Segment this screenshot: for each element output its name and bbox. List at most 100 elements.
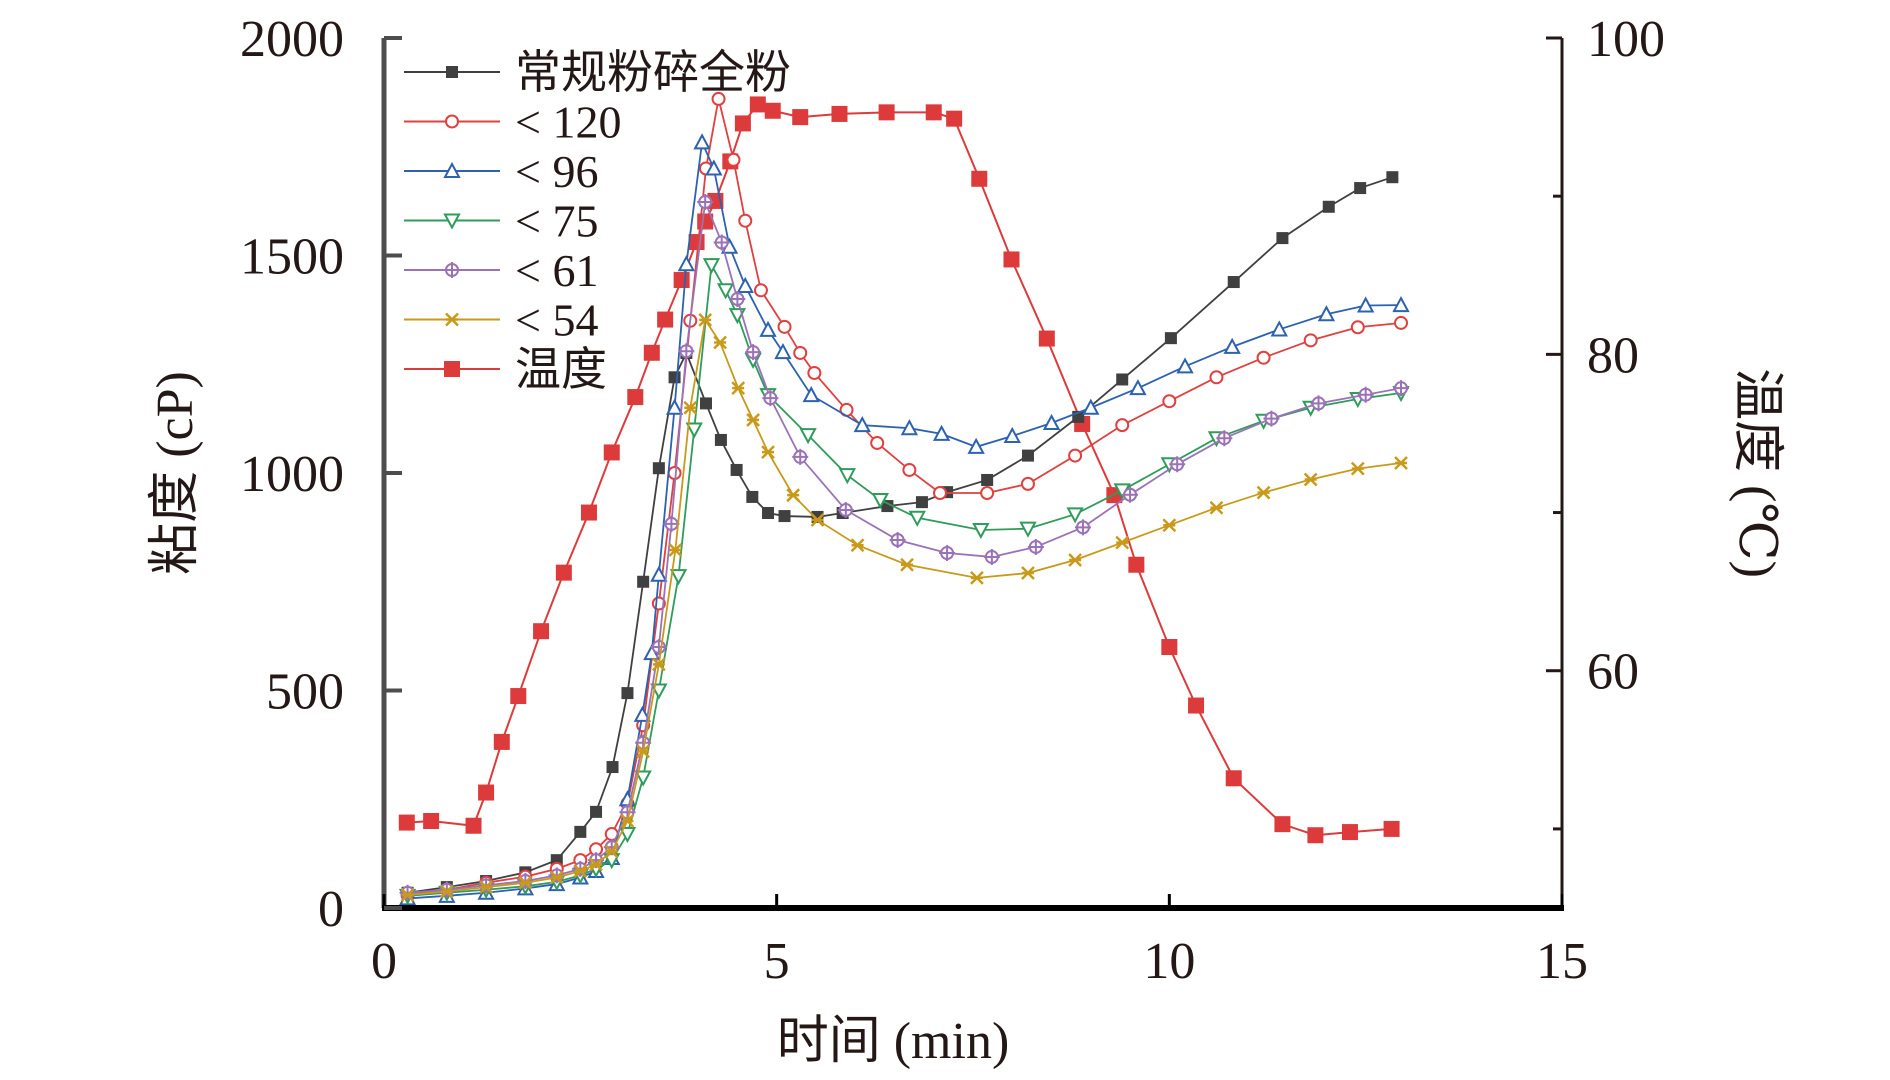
data-point — [900, 419, 919, 436]
data-point — [677, 255, 696, 272]
data-point — [1386, 171, 1399, 184]
data-point — [915, 496, 928, 509]
data-point — [746, 413, 760, 427]
data-point — [792, 448, 809, 465]
legend-label: < 54 — [515, 295, 598, 346]
data-point — [683, 400, 698, 415]
data-point — [1042, 413, 1061, 430]
data-point — [478, 784, 495, 801]
data-point — [1176, 357, 1194, 374]
data-point — [933, 486, 948, 501]
data-point — [589, 857, 603, 872]
legend-item: < 54 — [404, 295, 598, 346]
data-point — [665, 398, 684, 415]
data-point — [810, 513, 825, 527]
data-point — [606, 761, 619, 774]
data-point — [555, 564, 572, 581]
data-point — [1307, 827, 1324, 844]
legend-label: < 61 — [515, 245, 598, 296]
data-point — [792, 109, 809, 126]
data-point — [837, 501, 854, 518]
y2-tick-label: 60 — [1587, 644, 1639, 701]
data-point — [1227, 276, 1240, 289]
data-point — [668, 371, 681, 384]
legend-marker — [443, 161, 461, 178]
data-point — [510, 688, 527, 705]
data-point — [1021, 566, 1035, 580]
data-point — [881, 500, 894, 513]
x-tick-label: 15 — [1536, 933, 1588, 990]
data-point — [1322, 200, 1335, 213]
data-point — [745, 344, 762, 361]
data-point — [627, 389, 644, 406]
axes-layer: 0 5 10 15 0 500 1000 1500 2000 60 80 100 — [240, 11, 1665, 990]
data-point — [634, 770, 652, 787]
y-tick-label: 1000 — [240, 446, 344, 503]
data-point — [1066, 507, 1084, 524]
data-point — [761, 445, 775, 460]
data-point — [1394, 456, 1408, 470]
data-point — [713, 335, 728, 350]
data-point — [1161, 639, 1178, 655]
data-point — [590, 805, 603, 818]
data-point — [400, 888, 415, 902]
data-point — [668, 543, 683, 557]
data-point — [983, 548, 1000, 565]
data-point — [714, 433, 727, 446]
data-point — [753, 283, 768, 298]
data-point — [1263, 410, 1280, 427]
data-point — [853, 416, 871, 433]
data-point — [1256, 485, 1271, 500]
data-point — [1003, 251, 1020, 268]
data-point — [925, 104, 942, 121]
data-point — [1303, 333, 1318, 348]
data-point — [603, 444, 620, 461]
data-point — [716, 283, 735, 300]
legend-item: < 96 — [404, 146, 598, 197]
y-tick-label: 2000 — [240, 11, 344, 68]
data-point — [946, 110, 963, 127]
data-point — [1393, 380, 1410, 397]
legend-marker — [445, 114, 459, 129]
data-point — [746, 490, 759, 503]
data-point — [786, 488, 801, 503]
data-point — [1068, 448, 1083, 463]
data-point — [1003, 426, 1021, 444]
data-point — [1115, 418, 1130, 433]
legend-marker — [444, 361, 460, 377]
legend-item: < 75 — [404, 196, 598, 247]
data-point — [1216, 430, 1233, 447]
data-point — [663, 515, 680, 532]
data-point — [1225, 770, 1242, 787]
y-tick-label: 500 — [266, 664, 344, 721]
x-tick-label: 5 — [764, 933, 790, 990]
data-point — [643, 344, 660, 361]
data-point — [635, 734, 652, 751]
legend-label: < 120 — [515, 97, 621, 148]
data-point — [657, 311, 674, 328]
data-point — [1354, 182, 1367, 195]
data-point — [713, 234, 730, 251]
y-tick-label: 1500 — [240, 229, 344, 286]
legend-label: 常规粉碎全粉 — [515, 47, 791, 98]
data-point — [633, 705, 652, 722]
data-point — [838, 468, 857, 485]
y2-tick-label: 100 — [1587, 11, 1665, 68]
data-point — [1270, 320, 1288, 337]
data-point — [678, 343, 695, 360]
data-point — [749, 96, 766, 113]
data-point — [1209, 500, 1224, 515]
data-point — [729, 291, 746, 307]
data-point — [533, 623, 550, 640]
legend-item: 温度 — [404, 344, 607, 395]
data-point — [1357, 386, 1374, 403]
data-point — [423, 813, 440, 829]
x-tick-label: 10 — [1143, 933, 1195, 990]
data-point — [908, 510, 926, 527]
y-tick-label: 0 — [318, 881, 344, 938]
data-point — [778, 510, 791, 523]
data-point — [580, 504, 597, 521]
data-point — [1074, 519, 1091, 536]
